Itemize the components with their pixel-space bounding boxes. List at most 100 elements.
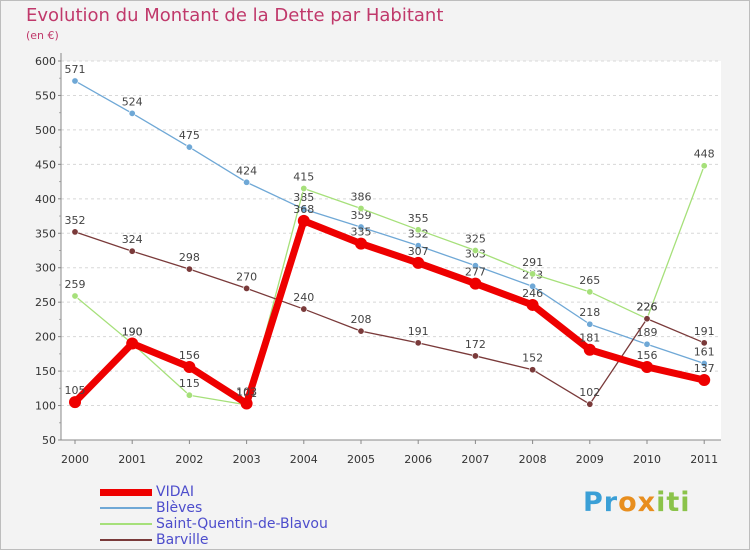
- data-point: [414, 242, 422, 250]
- data-label: 475: [179, 129, 200, 142]
- y-tick-label: 350: [35, 227, 56, 240]
- y-tick-label: 450: [35, 158, 56, 171]
- data-label: 259: [65, 278, 86, 291]
- legend-swatch: [100, 488, 152, 496]
- data-point: [412, 256, 425, 269]
- x-tick-label: 2008: [519, 453, 547, 466]
- data-point: [700, 162, 708, 170]
- data-label: 352: [65, 214, 86, 227]
- data-point: [469, 277, 482, 290]
- data-label: 332: [408, 228, 429, 241]
- data-label: 335: [351, 226, 372, 239]
- data-label: 368: [293, 203, 314, 216]
- y-tick-label: 200: [35, 331, 56, 344]
- legend-label: Blèves: [156, 500, 203, 516]
- y-tick-label: 250: [35, 296, 56, 309]
- data-point: [71, 77, 79, 85]
- data-point: [583, 343, 596, 356]
- y-tick-label: 150: [35, 365, 56, 378]
- data-point: [183, 360, 196, 373]
- data-label: 181: [579, 332, 600, 345]
- data-label: 571: [65, 63, 86, 76]
- data-label: 448: [694, 148, 715, 161]
- data-label: 218: [579, 306, 600, 319]
- data-point: [355, 237, 367, 250]
- legend-swatch: [100, 539, 152, 541]
- data-label: 359: [351, 209, 372, 222]
- x-tick-label: 2002: [175, 453, 203, 466]
- data-point: [414, 339, 422, 347]
- data-point: [529, 282, 537, 290]
- data-label: 307: [408, 245, 429, 258]
- brand-part: iti: [656, 487, 691, 518]
- data-point: [643, 315, 651, 323]
- data-label: 246: [522, 287, 543, 300]
- data-point: [357, 223, 365, 231]
- data-point: [357, 327, 365, 335]
- data-label: 385: [293, 191, 314, 204]
- data-point: [185, 265, 193, 273]
- data-label: 156: [637, 349, 658, 362]
- data-label: 137: [694, 362, 715, 375]
- legend-swatch: [100, 523, 152, 525]
- data-point: [243, 178, 251, 186]
- data-point: [529, 270, 537, 278]
- series-line: [71, 217, 708, 407]
- brand-part: ox: [618, 487, 657, 518]
- data-label: 190: [122, 326, 143, 339]
- legend: VIDAI Blèves Saint-Quentin-de-Blavou Bar…: [100, 484, 328, 548]
- data-point: [185, 143, 193, 151]
- legend-item: Barville: [100, 532, 328, 548]
- data-label: 189: [637, 326, 658, 339]
- data-label: 240: [293, 291, 314, 304]
- data-point: [586, 400, 594, 408]
- data-point: [471, 247, 479, 255]
- data-label: 265: [579, 274, 600, 287]
- data-point: [643, 340, 651, 348]
- data-label: 105: [65, 384, 86, 397]
- data-label: 277: [465, 266, 486, 279]
- x-tick-label: 2010: [633, 453, 661, 466]
- data-point: [300, 205, 308, 213]
- data-point: [128, 109, 136, 117]
- data-label: 270: [236, 270, 257, 283]
- legend-label: Barville: [156, 532, 209, 548]
- legend-label: VIDAI: [156, 484, 194, 500]
- data-label: 524: [122, 95, 143, 108]
- legend-label: Saint-Quentin-de-Blavou: [156, 516, 328, 532]
- x-tick-label: 2004: [290, 453, 318, 466]
- data-point: [414, 226, 422, 234]
- x-tick-label: 2007: [461, 453, 489, 466]
- series-line: [74, 80, 705, 365]
- brand-logo: Proxiti: [583, 487, 691, 518]
- series-line: [74, 231, 705, 405]
- data-point: [586, 320, 594, 328]
- data-label: 190: [122, 326, 143, 339]
- data-point: [641, 360, 653, 373]
- x-tick-label: 2000: [61, 453, 89, 466]
- data-point: [185, 391, 193, 399]
- data-label: 102: [579, 386, 600, 399]
- legend-item: Blèves: [100, 500, 328, 516]
- data-point: [529, 366, 537, 374]
- data-label: 172: [465, 338, 486, 351]
- data-point: [126, 337, 139, 350]
- chart-subtitle: (en €): [26, 29, 59, 42]
- data-label: 415: [293, 170, 314, 183]
- data-label: 156: [179, 349, 200, 362]
- y-tick-label: 400: [35, 193, 56, 206]
- data-label: 325: [465, 233, 486, 246]
- data-label: 424: [236, 164, 257, 177]
- data-point: [586, 288, 594, 296]
- data-point: [300, 305, 308, 313]
- legend-item: Saint-Quentin-de-Blavou: [100, 516, 328, 532]
- chart-title: Evolution du Montant de la Dette par Hab…: [26, 5, 444, 26]
- y-tick-label: 550: [35, 89, 56, 102]
- x-tick-label: 2006: [404, 453, 432, 466]
- y-tick-label: 600: [35, 55, 56, 68]
- data-point: [357, 204, 365, 212]
- series-line: [74, 165, 705, 406]
- data-point: [526, 298, 539, 311]
- data-point: [243, 284, 251, 292]
- data-point: [128, 247, 136, 255]
